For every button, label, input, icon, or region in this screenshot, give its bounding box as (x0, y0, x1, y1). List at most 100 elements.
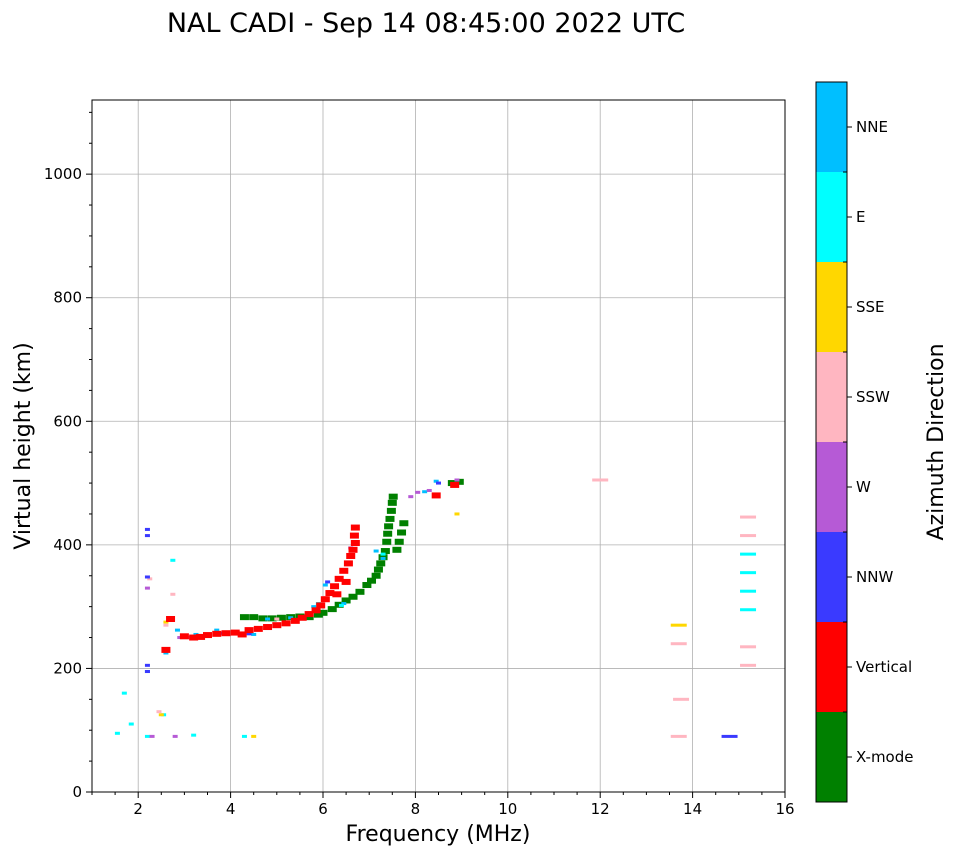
data-point-sse (454, 512, 460, 516)
data-point-nne (163, 651, 169, 655)
colorbar-tick-label: W (856, 478, 871, 496)
colorbar-segment-e (816, 172, 847, 262)
data-point-w (426, 488, 432, 492)
data-point-ssw (163, 623, 169, 627)
data-point-x-mode (355, 588, 365, 595)
data-point-vertical (196, 633, 206, 640)
data-point-x-mode (239, 614, 249, 621)
data-point-x-mode (249, 614, 259, 621)
data-point-w (172, 734, 178, 738)
data-point-nnw (246, 632, 252, 636)
x-tick-label: 8 (411, 800, 421, 818)
data-point-x-mode (373, 566, 383, 573)
data-point-vertical (341, 578, 351, 585)
data-point-nnw (325, 580, 331, 584)
data-point-vertical (450, 481, 460, 488)
colorbar-label: Azimuth Direction (924, 343, 949, 540)
data-point-vertical (325, 590, 335, 597)
colorbar-tick-label: SSE (856, 298, 885, 316)
data-point-vertical (320, 596, 330, 603)
data-point-sse (158, 713, 164, 717)
data-point-nne (288, 616, 294, 620)
data-point-vertical (179, 633, 189, 640)
data-point-x-mode (383, 530, 393, 537)
data-point-nnw (436, 481, 441, 485)
x-tick-label: 14 (683, 800, 702, 818)
data-point-e (170, 558, 176, 562)
data-point-nne (174, 628, 180, 632)
y-tick-label: 600 (53, 412, 82, 430)
colorbar-tick-label: NNE (856, 118, 888, 136)
data-point-vertical (263, 624, 273, 631)
data-point-ssw (170, 592, 176, 596)
data-point-vertical (350, 524, 360, 531)
data-point-nnw (144, 663, 150, 667)
data-point-nne (265, 617, 271, 621)
data-point-e (114, 731, 120, 735)
data-point-ssw (156, 710, 162, 714)
colorbar-tick-label: Vertical (856, 658, 912, 676)
data-point-vertical (304, 611, 314, 618)
data-point-x-mode (258, 615, 268, 622)
colorbar: X-mode Vertical NNW W SSW SSE E NNE (815, 81, 913, 803)
colorbar-segment-nne (816, 82, 847, 172)
data-point-vertical (253, 625, 263, 632)
data-point-nne (214, 628, 220, 632)
colorbar-tick-label: SSW (856, 388, 890, 406)
data-point-vertical (221, 630, 231, 637)
data-point-ssw (147, 577, 153, 581)
x-axis-label: Frequency (MHz) (346, 822, 531, 847)
x-tick-label: 4 (226, 800, 236, 818)
data-point-ssw (740, 645, 757, 649)
data-point-ssw (740, 515, 757, 519)
data-point-ssw (670, 642, 687, 646)
y-tick-label: 400 (53, 536, 82, 554)
colorbar-frame (815, 81, 848, 803)
data-point-x-mode (384, 523, 394, 530)
data-point-ssw (274, 617, 280, 621)
data-point-x-mode (327, 606, 337, 613)
data-point-vertical (346, 552, 356, 559)
data-point-vertical (290, 617, 300, 624)
data-point-vertical (349, 532, 359, 539)
data-point-x-mode (318, 609, 328, 616)
data-point-nnw (218, 631, 224, 635)
data-point-e (338, 603, 344, 607)
data-point-vertical (350, 540, 360, 547)
colorbar-tick-label: E (856, 208, 865, 226)
data-point-vertical (339, 567, 349, 574)
colorbar-tick-label: NNW (856, 568, 893, 586)
data-point-x-mode (267, 615, 277, 622)
data-point-ssw (740, 663, 757, 667)
data-point-x-mode (304, 614, 314, 621)
data-point-w (144, 586, 150, 590)
data-point-vertical (244, 627, 254, 634)
data-point-nne (251, 632, 257, 636)
colorbar-segment-sse (816, 262, 847, 352)
data-point-nne (193, 632, 199, 636)
x-tick-label: 16 (775, 800, 794, 818)
data-point-e (740, 552, 757, 556)
data-point-vertical (237, 631, 247, 638)
colorbar-segment-vertical (816, 622, 847, 712)
data-point-ssw (740, 534, 757, 538)
data-point-sse (163, 620, 169, 624)
data-point-e (740, 608, 757, 612)
colorbar-segment-nnw (816, 532, 847, 622)
data-point-x-mode (380, 548, 390, 555)
data-point-w (454, 478, 460, 482)
data-point-x-mode (313, 611, 323, 618)
data-point-nnw (144, 670, 150, 674)
data-point-sse (670, 623, 687, 627)
y-axis-label: Virtual height (km) (11, 342, 36, 549)
data-point-nne (341, 602, 347, 606)
data-point-vertical (330, 583, 340, 590)
data-point-ssw (673, 697, 690, 701)
y-tick-label: 200 (53, 659, 82, 677)
data-point-nnw (144, 534, 150, 538)
data-point-vertical (297, 614, 307, 621)
data-point-w (415, 490, 421, 494)
colorbar-tick-label: X-mode (856, 748, 913, 766)
colorbar-segment-x-mode (816, 712, 847, 802)
x-axis-ticks: 2 4 6 8 10 12 14 16 (91, 792, 795, 818)
